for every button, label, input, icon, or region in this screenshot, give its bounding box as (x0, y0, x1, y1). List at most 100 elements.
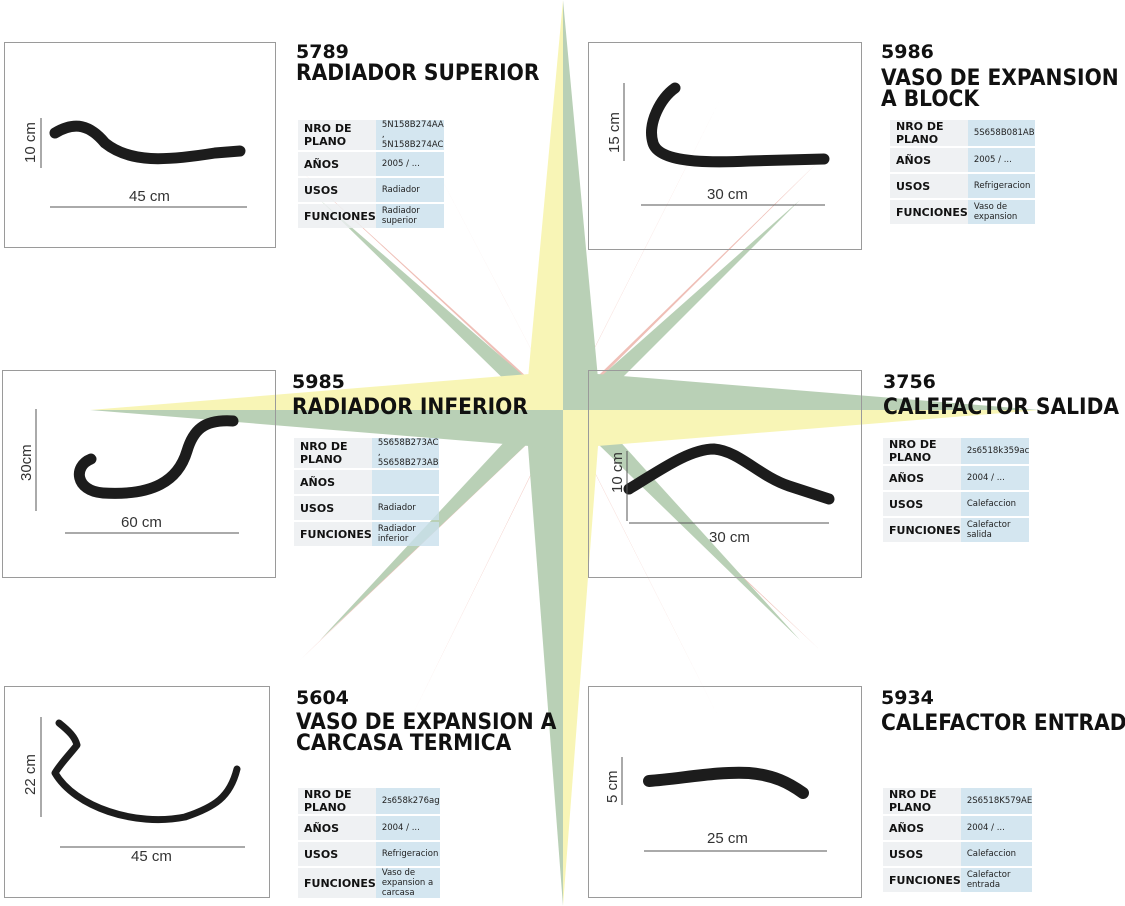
spec-row: AÑOS 2004 / ... (298, 816, 440, 840)
spec-key: USOS (298, 178, 376, 202)
spec-row: NRO DE PLANO 2s658k276ag (298, 788, 440, 814)
spec-table: NRO DE PLANO 5S658B273AC , 5S658B273AB AÑ… (294, 436, 439, 548)
spec-value: 2004 / ... (375, 816, 440, 840)
spec-row: NRO DE PLANO 2s6518k359ac (883, 438, 1030, 464)
spec-row: FUNCIONES Radiador superior (298, 204, 444, 228)
product-title: VASO DE EXPANSION A BLOCK (881, 66, 1119, 112)
title-line: A BLOCK (881, 87, 980, 112)
spec-row: FUNCIONES Calefactor salida (883, 518, 1030, 542)
hose-shape (49, 120, 246, 165)
spec-row: USOS Radiador (294, 496, 439, 520)
spec-value: 2s6518k359ac (960, 438, 1030, 464)
spec-row: USOS Calefaccion (883, 492, 1030, 516)
spec-row: AÑOS (294, 470, 439, 494)
spec-row: USOS Calefaccion (883, 842, 1033, 866)
dimension-vertical-label: 22 cm (22, 754, 39, 795)
spec-table: NRO DE PLANO 5S658B081AB AÑOS 2005 / ... U… (890, 118, 1035, 226)
star-ray-south (563, 410, 600, 906)
hose-shape (646, 82, 830, 168)
hose-shape (51, 719, 241, 824)
star-ray-green (320, 390, 563, 640)
spec-value (371, 470, 439, 494)
spec-value: Refrigeracion (375, 842, 440, 866)
spec-row: FUNCIONES Vaso de expansion (890, 200, 1035, 224)
star-ray-red (563, 410, 720, 720)
spec-key: AÑOS (883, 816, 961, 840)
spec-value: Refrigeracion (967, 174, 1035, 198)
title-line: CARCASA TERMICA (296, 731, 512, 756)
spec-value: 2005 / ... (375, 152, 444, 176)
spec-key: FUNCIONES (294, 522, 372, 546)
product-code: 5985 (292, 371, 345, 393)
product-code: 3756 (883, 371, 936, 393)
spec-row: NRO DE PLANO 5S658B081AB (890, 120, 1035, 146)
spec-value: 2S6518K579AE (960, 788, 1033, 814)
hose-shape (623, 443, 835, 505)
hose-illustration: 5 cm 25 cm (604, 757, 827, 852)
spec-key: NRO DE PLANO (298, 120, 376, 150)
spec-value: Vaso de expansion (967, 200, 1035, 224)
star-ray-east (563, 372, 1040, 410)
dimension-horizontal-label: 25 cm (707, 830, 748, 847)
product-code: 5604 (296, 687, 349, 709)
hose-shape (73, 415, 239, 499)
spec-value: 2004 / ... (960, 816, 1033, 840)
title-line: CALEFACTOR ENTRADA (881, 711, 1125, 736)
spec-key: AÑOS (890, 148, 968, 172)
product-photo: 10 cm 30 cm (588, 370, 862, 578)
spec-value: Radiador inferior (371, 522, 439, 546)
spec-value: 2005 / ... (967, 148, 1035, 172)
product-code: 5934 (881, 687, 934, 709)
dimension-horizontal-label: 45 cm (129, 188, 170, 205)
star-ray-green (320, 200, 563, 430)
spec-key: AÑOS (298, 152, 376, 176)
spec-row: USOS Radiador (298, 178, 444, 202)
spec-row: USOS Refrigeracion (298, 842, 440, 866)
spec-key: USOS (883, 842, 961, 866)
title-line: CALEFACTOR SALIDA (883, 395, 1120, 420)
dimension-vertical-label: 5 cm (604, 770, 621, 803)
star-ray-green (563, 200, 800, 430)
dimension-horizontal-label: 30 cm (709, 529, 750, 546)
product-photo: 10 cm 45 cm (4, 42, 276, 248)
spec-value: 5S658B273AC , 5S658B273AB (371, 438, 439, 468)
product-photo: 30cm 60 cm (2, 370, 276, 578)
spec-row: AÑOS 2004 / ... (883, 816, 1033, 840)
spec-key: FUNCIONES (883, 518, 961, 542)
spec-key: FUNCIONES (298, 204, 376, 228)
spec-value: 2004 / ... (960, 466, 1030, 490)
product-title: CALEFACTOR SALIDA (883, 395, 1120, 420)
star-ray-red (563, 100, 720, 410)
spec-table: NRO DE PLANO 2s658k276ag AÑOS 2004 / ... U… (298, 786, 440, 900)
spec-key: NRO DE PLANO (883, 438, 961, 464)
hose-illustration: 15 cm 30 cm (606, 82, 830, 206)
spec-key: USOS (883, 492, 961, 516)
spec-key: FUNCIONES (890, 200, 968, 224)
spec-row: NRO DE PLANO 5N158B274AA , 5N158B274AC (298, 120, 444, 150)
title-line: RADIADOR INFERIOR (292, 395, 528, 420)
spec-row: AÑOS 2005 / ... (298, 152, 444, 176)
product-code: 5986 (881, 41, 934, 63)
product-code: 5789 (296, 41, 349, 63)
spec-value: Radiador superior (375, 204, 444, 228)
hose-illustration: 10 cm 45 cm (22, 118, 247, 208)
title-line: VASO DE EXPANSION (881, 66, 1119, 91)
product-photo: 22 cm 45 cm (4, 686, 270, 898)
spec-key: NRO DE PLANO (890, 120, 968, 146)
product-photo: 5 cm 25 cm (588, 686, 862, 898)
product-photo: 15 cm 30 cm (588, 42, 862, 250)
star-ray-red (410, 410, 563, 720)
spec-table: NRO DE PLANO 2s6518k359ac AÑOS 2004 / ... … (883, 436, 1030, 544)
spec-row: AÑOS 2004 / ... (883, 466, 1030, 490)
title-line: VASO DE EXPANSION A (296, 710, 557, 735)
star-ray-red (300, 170, 563, 410)
spec-value: Calefactor salida (960, 518, 1030, 542)
star-ray-west (90, 372, 563, 410)
spec-key: USOS (890, 174, 968, 198)
spec-key: FUNCIONES (883, 868, 961, 892)
dimension-horizontal-label: 60 cm (121, 514, 162, 531)
dimension-vertical-label: 15 cm (606, 112, 623, 153)
product-title: RADIADOR INFERIOR (292, 395, 528, 420)
spec-key: NRO DE PLANO (294, 438, 372, 468)
